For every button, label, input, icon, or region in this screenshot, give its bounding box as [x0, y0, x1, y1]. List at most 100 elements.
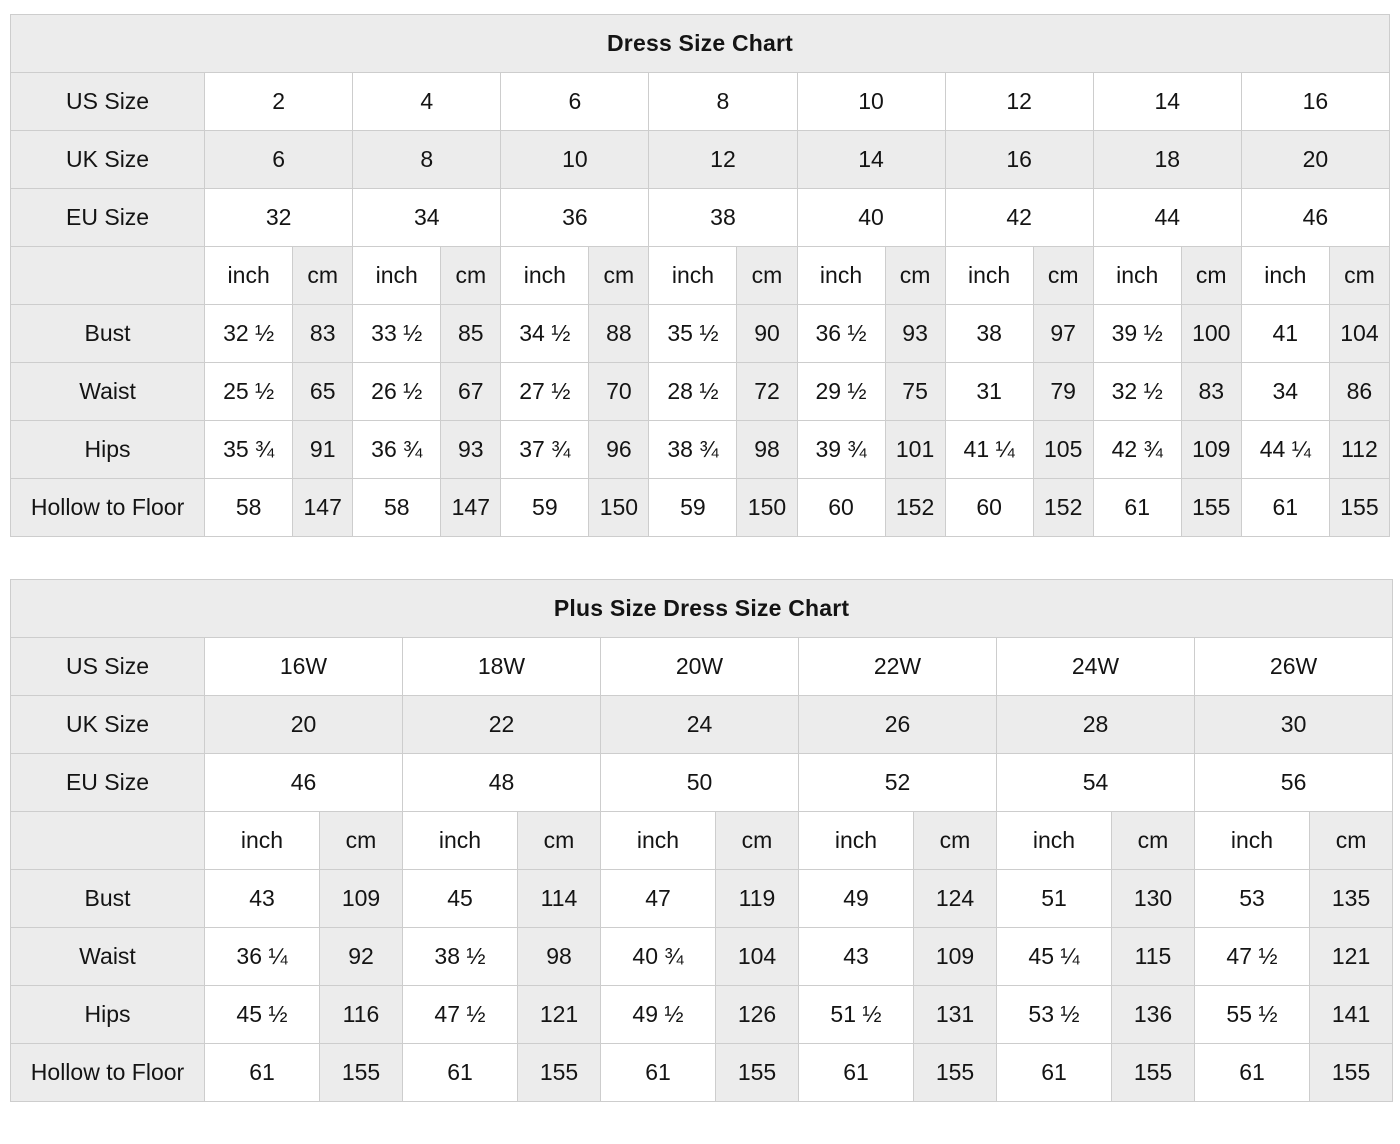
- row-label: Hollow to Floor: [10, 1043, 205, 1102]
- measurement-inch-cell: 61: [996, 1043, 1112, 1102]
- measurement-cm-cell: 155: [1111, 1043, 1195, 1102]
- measurement-inch-cell: 47 ½: [1194, 927, 1310, 986]
- unit-inch-cell: inch: [798, 811, 914, 870]
- measurement-inch-cell: 61: [1240, 478, 1330, 537]
- size-value-cell: 22: [402, 695, 601, 754]
- row-label: Hips: [9, 420, 206, 479]
- size-value-cell: 6: [500, 72, 650, 131]
- measurement-inch-cell: 47: [600, 869, 716, 928]
- unit-cm-cell: cm: [588, 246, 650, 305]
- size-row: UK Size 20 22 24 26 28 30: [10, 695, 1394, 754]
- measurement-cm-cell: 109: [913, 927, 997, 986]
- measurement-row: Waist 25 ½ 65 26 ½ 67 27 ½ 70 28 ½ 72 29 ½ 75 31 79 3…: [9, 362, 1391, 421]
- row-label: UK Size: [10, 695, 205, 754]
- measurement-cm-cell: 105: [1032, 420, 1094, 479]
- empty-corner-cell: [10, 811, 205, 870]
- measurement-row: Hips 45 ½ 116 47 ½ 121 49 ½ 126 51 ½ 131 53 ½ 136 5…: [10, 985, 1394, 1044]
- measurement-cm-cell: 121: [1308, 927, 1394, 986]
- measurement-cm-cell: 112: [1328, 420, 1391, 479]
- measurement-inch-cell: 61: [798, 1043, 914, 1102]
- measurement-inch-cell: 36 ½: [796, 304, 886, 363]
- unit-cm-cell: cm: [913, 811, 997, 870]
- measurement-cm-cell: 155: [1180, 478, 1242, 537]
- measurement-inch-cell: 43: [798, 927, 914, 986]
- measurement-cm-cell: 115: [1111, 927, 1195, 986]
- measurement-inch-cell: 33 ½: [352, 304, 442, 363]
- measurement-cm-cell: 155: [517, 1043, 601, 1102]
- unit-inch-cell: inch: [600, 811, 716, 870]
- unit-cm-cell: cm: [884, 246, 946, 305]
- measurement-inch-cell: 51 ½: [798, 985, 914, 1044]
- measurement-cm-cell: 155: [319, 1043, 403, 1102]
- measurement-cm-cell: 104: [715, 927, 799, 986]
- row-label: EU Size: [9, 188, 206, 247]
- size-row: US Size 16W 18W 20W 22W 24W 26W: [10, 637, 1394, 696]
- measurement-inch-cell: 53: [1194, 869, 1310, 928]
- measurement-inch-cell: 49: [798, 869, 914, 928]
- measurement-inch-cell: 35 ¾: [204, 420, 294, 479]
- measurement-inch-cell: 27 ½: [500, 362, 590, 421]
- measurement-inch-cell: 58: [204, 478, 294, 537]
- size-value-cell: 16W: [204, 637, 403, 696]
- unit-cm-cell: cm: [319, 811, 403, 870]
- measurement-inch-cell: 44 ¼: [1240, 420, 1330, 479]
- unit-cm-cell: cm: [1032, 246, 1094, 305]
- measurement-cm-cell: 100: [1180, 304, 1242, 363]
- measurement-cm-cell: 155: [1308, 1043, 1394, 1102]
- size-value-cell: 10: [500, 130, 650, 189]
- size-value-cell: 24: [600, 695, 799, 754]
- measurement-cm-cell: 150: [588, 478, 650, 537]
- measurement-inch-cell: 41 ¼: [944, 420, 1034, 479]
- measurement-cm-cell: 96: [588, 420, 650, 479]
- measurement-cm-cell: 141: [1308, 985, 1394, 1044]
- measurement-cm-cell: 75: [884, 362, 946, 421]
- measurement-cm-cell: 97: [1032, 304, 1094, 363]
- size-value-cell: 18: [1092, 130, 1242, 189]
- measurement-cm-cell: 86: [1328, 362, 1391, 421]
- measurement-inch-cell: 45 ¼: [996, 927, 1112, 986]
- measurement-cm-cell: 152: [1032, 478, 1094, 537]
- plus-size-dress-chart-table: Plus Size Dress Size Chart US Size 16W 18W 2…: [9, 579, 1394, 1102]
- size-value-cell: 36: [500, 188, 650, 247]
- unit-inch-cell: inch: [352, 246, 442, 305]
- table-title: Plus Size Dress Size Chart: [9, 579, 1394, 638]
- measurement-cm-cell: 126: [715, 985, 799, 1044]
- measurement-inch-cell: 32 ½: [204, 304, 294, 363]
- unit-cm-cell: cm: [736, 246, 798, 305]
- measurement-inch-cell: 38 ¾: [648, 420, 738, 479]
- measurement-row: Bust 32 ½ 83 33 ½ 85 34 ½ 88 35 ½ 90 36 ½ 93 38 97 39…: [9, 304, 1391, 363]
- row-label: UK Size: [9, 130, 206, 189]
- measurement-cm-cell: 119: [715, 869, 799, 928]
- measurement-cm-cell: 104: [1328, 304, 1391, 363]
- unit-cm-cell: cm: [1180, 246, 1242, 305]
- measurement-cm-cell: 93: [440, 420, 502, 479]
- unit-cm-cell: cm: [1308, 811, 1394, 870]
- size-value-cell: 12: [648, 130, 798, 189]
- unit-inch-cell: inch: [402, 811, 518, 870]
- size-value-cell: 54: [996, 753, 1195, 812]
- measurement-cm-cell: 90: [736, 304, 798, 363]
- measurement-inch-cell: 61: [1194, 1043, 1310, 1102]
- unit-cm-cell: cm: [1111, 811, 1195, 870]
- measurement-row: Bust 43 109 45 114 47 119 49 124 51 130 53 135: [10, 869, 1394, 928]
- size-value-cell: 28: [996, 695, 1195, 754]
- unit-inch-cell: inch: [1194, 811, 1310, 870]
- row-label: Hips: [10, 985, 205, 1044]
- measurement-cm-cell: 83: [1180, 362, 1242, 421]
- dress-size-chart-table: Dress Size Chart US Size 2 4 6 8 10 12 14 16 UK Si…: [9, 14, 1391, 537]
- size-value-cell: 4: [352, 72, 502, 131]
- size-value-cell: 6: [204, 130, 354, 189]
- size-value-cell: 32: [204, 188, 354, 247]
- title-row: Plus Size Dress Size Chart: [9, 579, 1394, 638]
- measurement-row: Hollow to Floor 61 155 61 155 61 155 61 155 61 155…: [10, 1043, 1394, 1102]
- row-label: Hollow to Floor: [9, 478, 206, 537]
- row-label: Bust: [9, 304, 206, 363]
- measurement-cm-cell: 121: [517, 985, 601, 1044]
- size-value-cell: 20: [204, 695, 403, 754]
- size-value-cell: 24W: [996, 637, 1195, 696]
- unit-inch-cell: inch: [204, 246, 294, 305]
- row-label: US Size: [10, 637, 205, 696]
- measurement-inch-cell: 45: [402, 869, 518, 928]
- size-value-cell: 44: [1092, 188, 1242, 247]
